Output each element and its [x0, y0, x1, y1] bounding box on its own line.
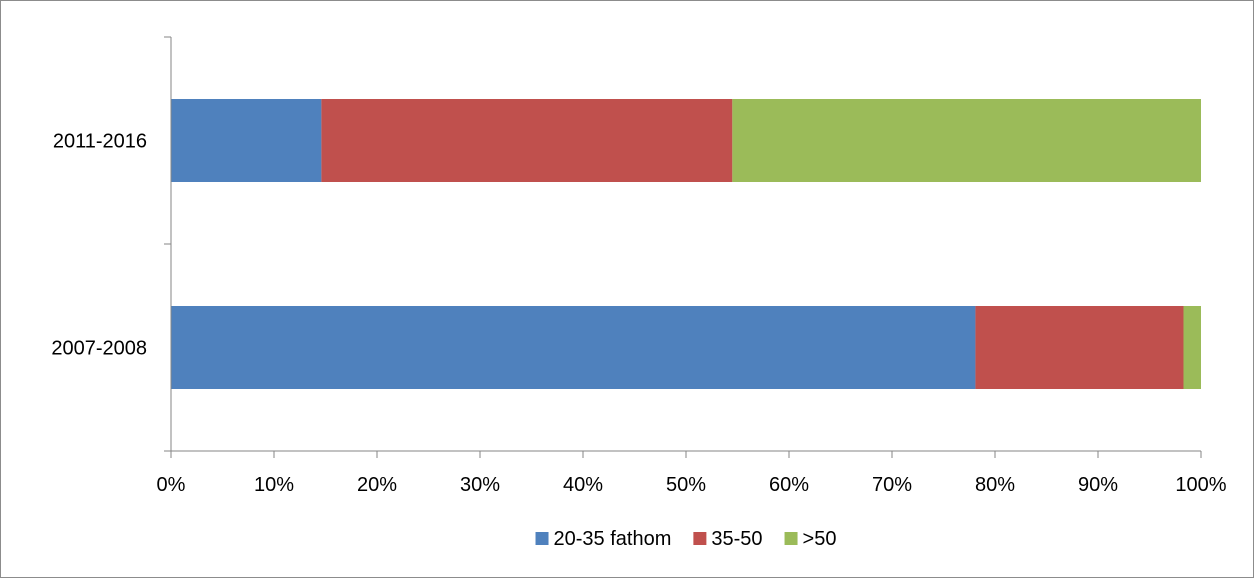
bar-segment-2011-2016-1 — [171, 99, 322, 182]
x-axis-tick-label: 10% — [254, 474, 294, 496]
bar-segment-2007-2008-3 — [1183, 306, 1201, 389]
legend-label-3: >50 — [803, 528, 837, 550]
legend-swatch-2 — [693, 532, 707, 545]
legend: 20-35 fathom 35-50 >50 — [535, 528, 837, 550]
bar-segment-2011-2016-2 — [321, 99, 733, 182]
legend-swatch-1 — [535, 532, 549, 545]
y-axis-category-label: 2011-2016 — [53, 131, 147, 153]
x-axis-tick-label: 0% — [157, 474, 186, 496]
x-axis-tick-label: 100% — [1175, 474, 1226, 496]
x-axis-tick-label: 60% — [769, 474, 809, 496]
x-axis-tick-label: 80% — [975, 474, 1015, 496]
x-axis-tick-label: 90% — [1078, 474, 1118, 496]
x-axis-tick-labels: 0% 10% 20% 30% 40% 50% 60% 70% 80% 90% 100% — [157, 474, 1227, 496]
x-axis-tick-label: 40% — [563, 474, 603, 496]
axes-group — [164, 36, 1202, 458]
x-axis-tick-label: 50% — [666, 474, 706, 496]
x-axis-tick-label: 20% — [357, 474, 397, 496]
legend-label-1: 20-35 fathom — [554, 528, 672, 550]
bar-segment-2007-2008-2 — [975, 306, 1184, 389]
y-axis-category-label: 2007-2008 — [51, 338, 147, 360]
x-axis-tick-label: 70% — [872, 474, 912, 496]
y-axis-category-labels: 2011-2016 2007-2008 — [51, 131, 147, 360]
bar-segment-2007-2008-1 — [171, 306, 976, 389]
bar-segment-2011-2016-3 — [732, 99, 1201, 182]
x-axis-tick-label: 30% — [460, 474, 500, 496]
legend-label-2: 35-50 — [711, 528, 762, 550]
bars-group — [171, 99, 1201, 389]
legend-swatch-3 — [784, 532, 798, 545]
